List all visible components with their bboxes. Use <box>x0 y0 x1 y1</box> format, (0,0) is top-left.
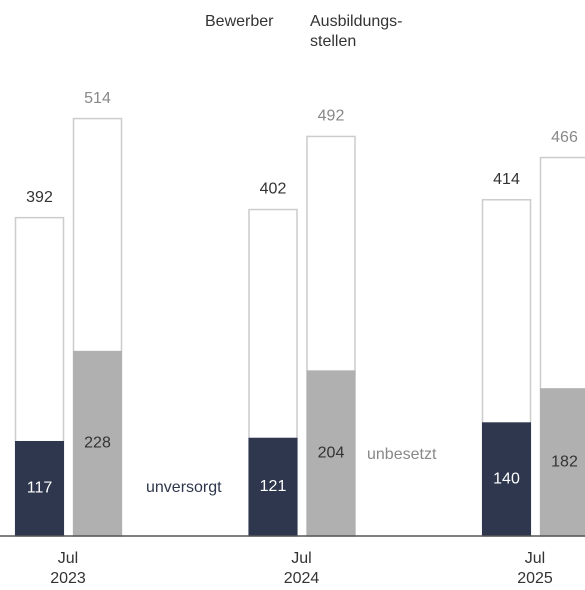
label-unbesetzt: unbesetzt <box>367 446 437 463</box>
part-label: 140 <box>493 470 520 487</box>
part-label: 121 <box>260 478 287 495</box>
bar-part <box>73 350 122 536</box>
total-label: 402 <box>260 181 287 198</box>
part-label: 117 <box>27 480 53 497</box>
total-label: 514 <box>84 90 111 107</box>
x-tick-label: Jul 2023 <box>50 550 86 587</box>
bar-part <box>248 437 298 536</box>
total-label: 392 <box>26 189 53 206</box>
part-label: 182 <box>551 453 578 470</box>
x-tick-label: Jul 2024 <box>283 550 320 587</box>
bar-part <box>15 440 64 536</box>
part-label: 204 <box>318 444 345 461</box>
legend-bewerber: Bewerber <box>205 13 274 30</box>
bar-part <box>540 388 585 536</box>
x-tick-label: Jul 2025 <box>517 550 553 587</box>
bar-part <box>306 370 356 536</box>
total-label: 414 <box>493 171 520 188</box>
label-unversorgt: unversorgt <box>146 479 222 496</box>
bar-part <box>482 422 531 536</box>
part-label: 228 <box>84 435 111 452</box>
legend-ausbildungsstellen: Ausbildungs-stellen <box>310 13 403 50</box>
total-label: 466 <box>551 129 578 146</box>
total-label: 492 <box>318 108 345 125</box>
